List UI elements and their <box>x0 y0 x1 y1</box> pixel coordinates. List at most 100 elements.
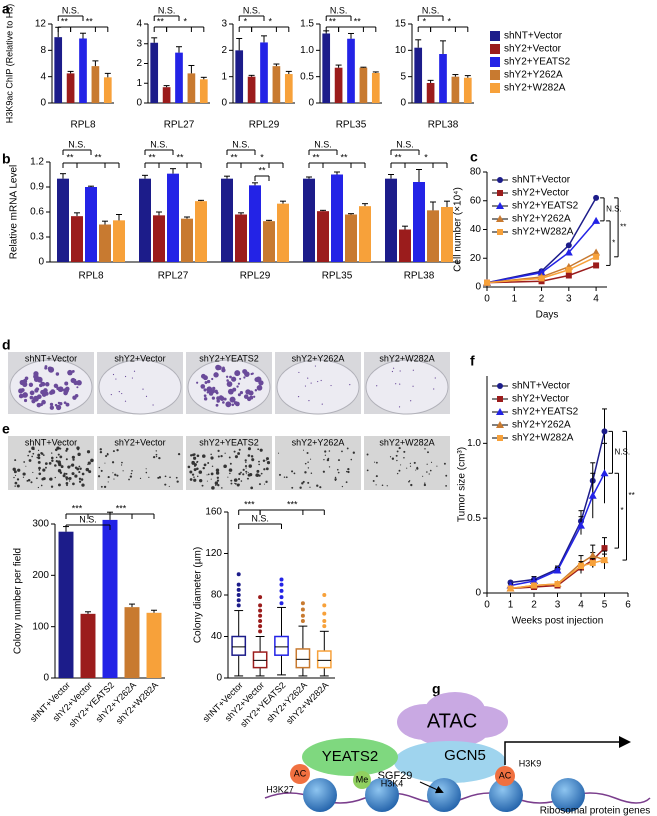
colony <box>99 448 102 451</box>
colony <box>33 373 39 380</box>
outlier <box>300 607 305 612</box>
colony <box>277 452 280 454</box>
marker <box>589 560 596 567</box>
nucleosome <box>551 778 585 812</box>
bar <box>181 218 193 262</box>
bar <box>463 77 472 103</box>
category-label: RPL35 <box>322 271 353 282</box>
colony <box>14 474 17 477</box>
colony <box>416 467 419 470</box>
legend-swatch <box>490 83 500 93</box>
colony <box>157 476 160 479</box>
colony <box>256 384 263 391</box>
colony <box>121 461 123 464</box>
colony <box>116 474 119 477</box>
colony <box>245 473 247 475</box>
bar <box>347 38 355 103</box>
plate <box>98 359 182 415</box>
sig-label: ** <box>86 16 94 26</box>
y-tick-label: 3 <box>136 38 142 49</box>
outlier <box>236 598 241 603</box>
colony <box>307 377 309 379</box>
colony <box>37 460 41 464</box>
colony <box>63 472 66 475</box>
colony <box>72 395 77 400</box>
x-tick-label: 0 <box>484 600 490 611</box>
colony <box>398 469 401 472</box>
genes-label: Ribosomal protein genes <box>540 806 651 816</box>
image-caption: shY2+Y262A <box>292 353 345 363</box>
marker <box>601 428 608 435</box>
bar <box>303 178 315 262</box>
colony <box>193 456 197 460</box>
colony <box>389 456 392 458</box>
colony <box>48 366 55 373</box>
colony <box>158 476 162 479</box>
colony <box>59 447 62 450</box>
colony <box>346 470 348 473</box>
field-image <box>275 436 361 490</box>
legend-label: shY2+W282A <box>512 433 574 444</box>
marker <box>593 194 600 201</box>
colony <box>85 467 90 472</box>
colony <box>14 485 16 487</box>
colony <box>231 403 235 407</box>
x-tick-label: 3 <box>566 294 572 305</box>
bar <box>85 187 97 262</box>
panel-label: g <box>432 681 441 697</box>
subunit-label: GCN5 <box>444 747 486 764</box>
outlier <box>236 603 241 608</box>
legend-swatch <box>490 31 500 41</box>
bar <box>263 221 275 262</box>
colony <box>208 391 214 396</box>
sig-label: *** <box>244 499 255 509</box>
colony <box>222 366 225 370</box>
bar <box>359 67 368 103</box>
sig-label: N.S. <box>68 139 86 149</box>
colony <box>39 383 43 388</box>
colony <box>265 460 267 462</box>
colony <box>155 453 158 456</box>
image-caption: shY2+YEATS2 <box>199 437 259 447</box>
sig-label: N.S. <box>158 5 176 15</box>
colony <box>250 455 254 458</box>
legend-label: shY2+YEATS2 <box>512 201 579 212</box>
colony <box>262 459 266 462</box>
outlier <box>279 595 284 600</box>
colony <box>220 454 223 458</box>
colony <box>73 378 77 382</box>
colony <box>32 452 35 455</box>
bar <box>153 215 165 262</box>
colony <box>430 461 433 463</box>
colony <box>258 463 261 466</box>
gcn5-shape <box>394 741 506 783</box>
y-tick-label: 0.5 <box>300 71 314 82</box>
sig-label: * <box>424 152 428 162</box>
panel-label: c <box>470 149 478 165</box>
sig-label: ** <box>176 152 184 162</box>
colony <box>391 457 395 460</box>
marker <box>565 242 572 249</box>
colony <box>237 452 241 455</box>
colony <box>225 401 232 408</box>
box <box>274 635 289 656</box>
colony <box>29 395 34 400</box>
image-caption: shY2+Vector <box>114 353 165 363</box>
yeats2-shape <box>302 738 398 776</box>
colony <box>259 448 263 452</box>
colony <box>16 478 20 481</box>
colony <box>196 454 200 458</box>
bar <box>54 37 63 103</box>
bar <box>359 206 371 262</box>
colony <box>63 387 69 394</box>
colony <box>53 383 59 388</box>
colony <box>190 454 193 457</box>
colony <box>72 482 75 486</box>
y-tick-label: 0 <box>216 673 222 684</box>
colony <box>35 477 38 480</box>
colony <box>44 462 48 465</box>
colony <box>409 462 412 465</box>
colony <box>124 375 127 378</box>
y-tick-label: 1.5 <box>300 19 314 30</box>
colony <box>375 475 378 478</box>
